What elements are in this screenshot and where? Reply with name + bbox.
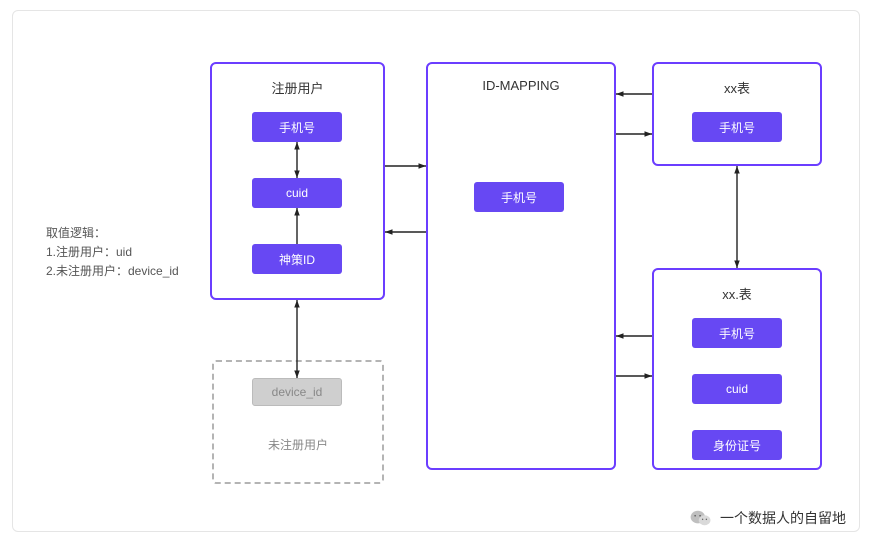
- node-label: 手机号: [279, 119, 315, 136]
- node-label: 手机号: [719, 119, 755, 136]
- footer-brand: 一个数据人的自留地: [690, 508, 846, 528]
- logic-line: 1.注册用户：uid: [46, 243, 179, 262]
- node-label: 手机号: [501, 189, 537, 206]
- container-idmapping: ID-MAPPING: [426, 62, 616, 470]
- container-registered-title: 注册用户: [212, 78, 383, 97]
- node-t1-phone: 手机号: [692, 112, 782, 142]
- node-label: 身份证号: [713, 437, 761, 454]
- wechat-icon: [690, 509, 712, 527]
- node-reg-cuid: cuid: [252, 178, 342, 208]
- node-t2-idcard: 身份证号: [692, 430, 782, 460]
- node-t2-cuid: cuid: [692, 374, 782, 404]
- node-device-id: device_id: [252, 378, 342, 406]
- node-label: 神策ID: [279, 251, 315, 268]
- node-label: 手机号: [719, 325, 755, 342]
- logic-line: 2.未注册用户：device_id: [46, 262, 179, 281]
- node-reg-phone: 手机号: [252, 112, 342, 142]
- container-idmapping-title: ID-MAPPING: [428, 78, 614, 93]
- node-label: cuid: [726, 382, 748, 396]
- node-label: device_id: [272, 385, 323, 399]
- logic-caption: 取值逻辑： 1.注册用户：uid 2.未注册用户：device_id: [46, 224, 179, 282]
- container-table2-title: xx.表: [654, 284, 820, 303]
- container-table1-title: xx表: [654, 78, 820, 97]
- container-unregistered-title: 未注册用户: [212, 436, 384, 453]
- node-map-phone: 手机号: [474, 182, 564, 212]
- node-t2-phone: 手机号: [692, 318, 782, 348]
- node-label: cuid: [286, 186, 308, 200]
- node-reg-shence: 神策ID: [252, 244, 342, 274]
- footer-text: 一个数据人的自留地: [720, 508, 846, 528]
- logic-line: 取值逻辑：: [46, 224, 179, 243]
